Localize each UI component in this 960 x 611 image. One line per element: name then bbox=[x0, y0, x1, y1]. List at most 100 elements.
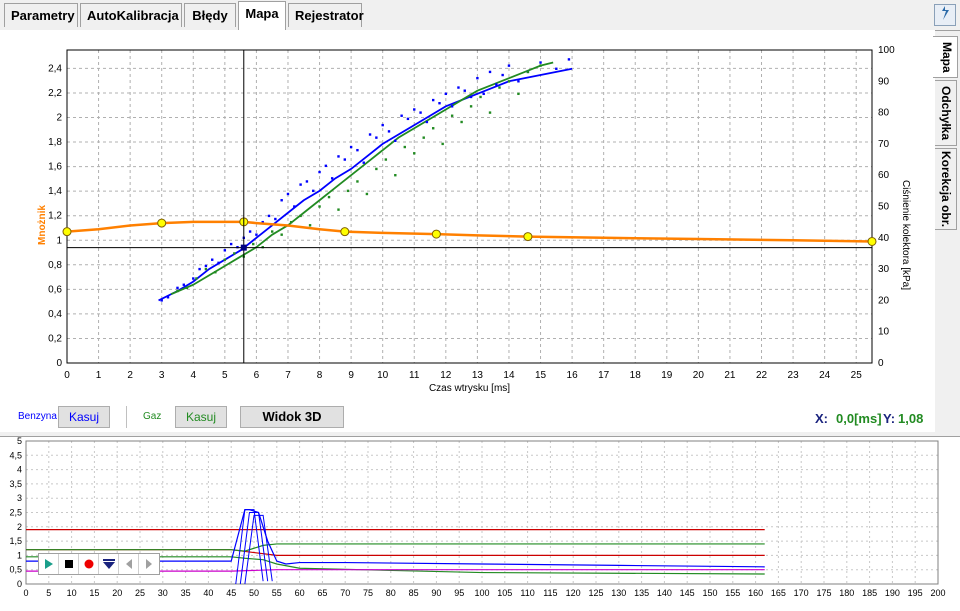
x-tick-label: 185 bbox=[862, 588, 877, 598]
x-tick-label: 6 bbox=[254, 370, 260, 381]
help-icon bbox=[942, 6, 949, 20]
benzyna-kasuj-button[interactable]: Kasuj bbox=[58, 406, 110, 428]
recorder-chart[interactable]: 0 5 10 15 20 25 30 35 40 45 50 55 60 65 70 75 80 85 90 95 10… bbox=[0, 437, 960, 611]
y-tick-label: 0,5 bbox=[9, 565, 22, 575]
data-point bbox=[476, 76, 479, 80]
x-tick-label: 145 bbox=[680, 588, 695, 598]
data-point bbox=[517, 92, 520, 96]
y-tick-label: 0,2 bbox=[48, 333, 62, 344]
benzyna-label: Benzyna bbox=[18, 411, 57, 422]
x-tick-label: 120 bbox=[566, 588, 581, 598]
x-tick-label: 60 bbox=[295, 588, 305, 598]
multiplier-point bbox=[523, 232, 533, 242]
data-point bbox=[346, 189, 350, 193]
tab-rejestrator[interactable]: Rejestrator bbox=[288, 3, 364, 27]
y-coord-label: Y: bbox=[883, 411, 896, 426]
data-point bbox=[460, 120, 463, 124]
x-tick-label: 9 bbox=[348, 370, 354, 381]
x-tick-label: 16 bbox=[567, 370, 579, 381]
prev-button[interactable] bbox=[119, 554, 139, 574]
cursor-point bbox=[240, 244, 247, 251]
series-line-benzyna bbox=[158, 67, 573, 302]
y2-tick-label: 70 bbox=[878, 139, 890, 150]
widok-3d-button[interactable]: Widok 3D bbox=[240, 406, 344, 428]
next-button[interactable] bbox=[139, 554, 159, 574]
data-point bbox=[362, 161, 365, 164]
data-point bbox=[507, 64, 511, 67]
player-toolbar bbox=[38, 553, 160, 575]
x-axis-label: Czas wtrysku [ms] bbox=[429, 383, 510, 394]
y2-axis-label: Ciśnienie kolektora [kPa] bbox=[900, 180, 911, 290]
data-point bbox=[280, 199, 283, 202]
data-point bbox=[318, 205, 321, 208]
y2-tick-label: 0 bbox=[878, 358, 884, 369]
data-point bbox=[299, 214, 302, 218]
y2-tick-label: 50 bbox=[878, 202, 890, 213]
data-point bbox=[381, 123, 384, 127]
data-point bbox=[422, 136, 425, 139]
play-button[interactable] bbox=[39, 554, 59, 574]
y2-tick-label: 100 bbox=[878, 45, 895, 56]
x-tick-label: 105 bbox=[497, 588, 512, 598]
x-tick-label: 85 bbox=[409, 588, 419, 598]
record-button[interactable] bbox=[79, 554, 99, 574]
x-tick-label: 40 bbox=[203, 588, 213, 598]
x-tick-label: 21 bbox=[724, 370, 736, 381]
gaz-kasuj-button[interactable]: Kasuj bbox=[175, 406, 227, 428]
data-point bbox=[501, 73, 504, 77]
y-tick-label: 5 bbox=[17, 437, 22, 446]
down-button[interactable] bbox=[99, 554, 119, 574]
y-tick-label: 2,5 bbox=[9, 508, 22, 518]
x-tick-label: 2 bbox=[127, 370, 133, 381]
data-point bbox=[488, 70, 492, 74]
y-tick-label: 2 bbox=[56, 113, 62, 124]
data-point bbox=[305, 180, 309, 183]
y2-tick-label: 60 bbox=[878, 170, 890, 181]
data-point bbox=[384, 158, 388, 161]
data-point bbox=[204, 267, 208, 271]
x-tick-label: 70 bbox=[340, 588, 350, 598]
data-point bbox=[248, 230, 252, 233]
data-point bbox=[267, 214, 271, 218]
y2-tick-label: 10 bbox=[878, 327, 890, 338]
data-point bbox=[444, 92, 448, 96]
stop-button[interactable] bbox=[59, 554, 79, 574]
tab-mapa[interactable]: Mapa bbox=[238, 1, 286, 30]
separator bbox=[126, 406, 127, 428]
data-point bbox=[400, 114, 403, 117]
side-tab-korekcja[interactable]: Korekcja obr. bbox=[935, 148, 957, 230]
tab-bledy[interactable]: Błędy bbox=[184, 3, 236, 27]
data-point bbox=[176, 289, 179, 293]
prev-icon bbox=[125, 559, 132, 569]
data-point bbox=[555, 67, 558, 70]
data-point bbox=[507, 80, 511, 83]
data-point bbox=[438, 102, 441, 105]
x-tick-label: 130 bbox=[611, 588, 626, 598]
x-tick-label: 17 bbox=[598, 370, 610, 381]
data-point bbox=[289, 220, 293, 224]
play-icon bbox=[44, 559, 53, 569]
x-tick-label: 90 bbox=[431, 588, 441, 598]
side-tab-mapa[interactable]: Mapa bbox=[933, 36, 958, 78]
tab-bar: Parametry AutoKalibracja Błędy Mapa Reje… bbox=[0, 0, 960, 31]
x-tick-label: 75 bbox=[363, 588, 373, 598]
help-button[interactable] bbox=[934, 4, 956, 26]
tab-autokalibracja[interactable]: AutoKalibracja bbox=[80, 3, 182, 27]
data-point bbox=[425, 120, 429, 124]
x-tick-label: 22 bbox=[756, 370, 768, 381]
data-point bbox=[365, 192, 369, 196]
x-tick-label: 1 bbox=[96, 370, 102, 381]
data-point bbox=[185, 286, 189, 290]
map-chart[interactable]: 0 1 2 3 4 5 6 7 8 9 10 11 12 13 14 15 16 17 18 19 20 21 22 23 24… bbox=[0, 30, 935, 402]
data-point bbox=[413, 152, 416, 155]
data-point bbox=[463, 89, 466, 92]
y2-tick-label: 90 bbox=[878, 76, 890, 87]
x-tick-label: 8 bbox=[317, 370, 323, 381]
tab-parametry[interactable]: Parametry bbox=[4, 3, 78, 27]
data-point bbox=[343, 158, 347, 161]
x-tick-label: 115 bbox=[543, 588, 557, 598]
recorder-panel: 0 5 10 15 20 25 30 35 40 45 50 55 60 65 70 75 80 85 90 95 10… bbox=[0, 436, 960, 611]
side-tab-odchylka[interactable]: Odchyłka bbox=[935, 80, 957, 146]
data-point bbox=[214, 271, 217, 274]
x-tick-label: 25 bbox=[851, 370, 863, 381]
